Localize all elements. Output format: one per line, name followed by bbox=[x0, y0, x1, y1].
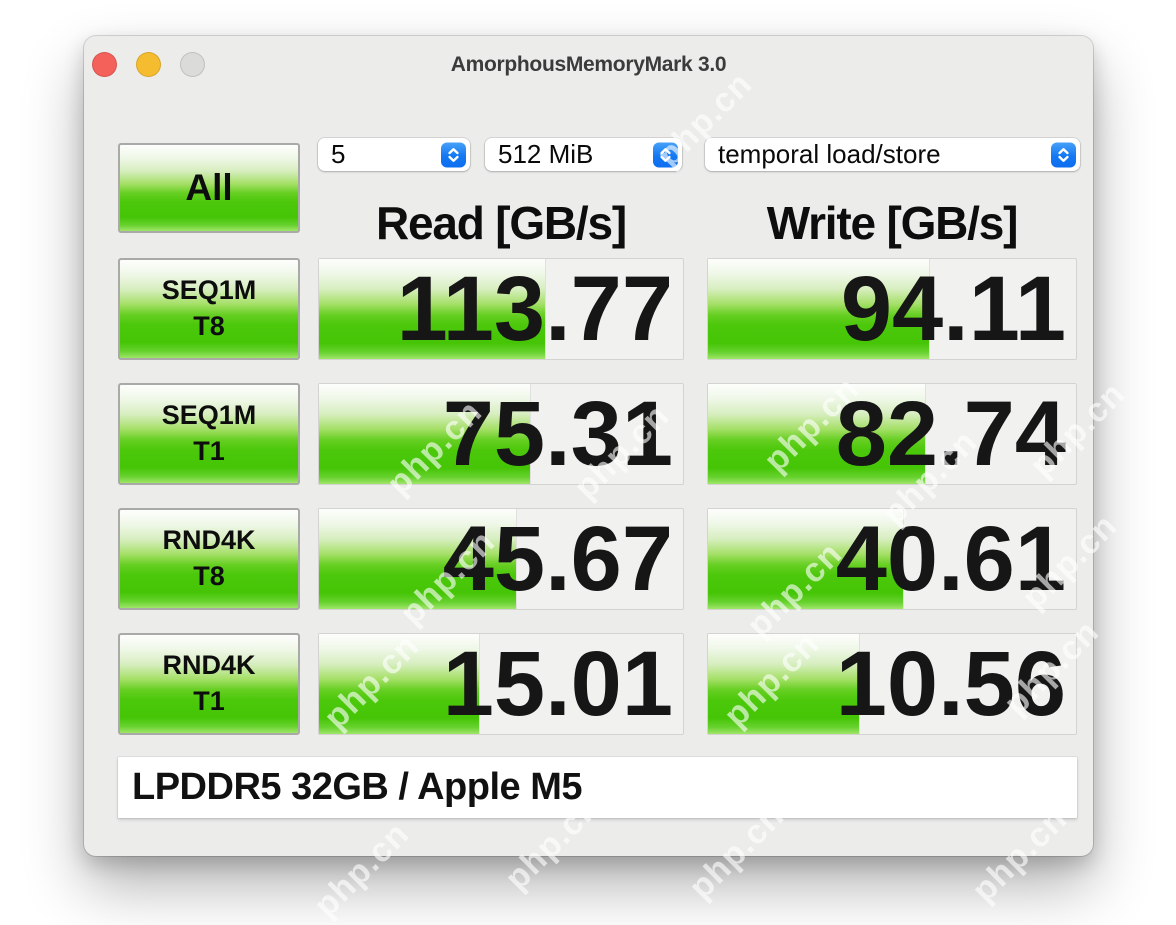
read-result-value: 45.67 bbox=[442, 507, 673, 610]
write-result-value: 10.56 bbox=[835, 632, 1066, 735]
row-thread-label: T1 bbox=[193, 686, 225, 716]
read-result-value: 75.31 bbox=[442, 382, 673, 485]
close-button-icon[interactable] bbox=[92, 52, 117, 77]
all-tests-button-label: All bbox=[185, 167, 233, 208]
write-result-fill bbox=[708, 509, 904, 609]
row-thread-label: T8 bbox=[193, 561, 225, 591]
read-result-value: 113.77 bbox=[396, 257, 673, 360]
minimize-button-icon[interactable] bbox=[136, 52, 161, 77]
row-button-seq1m-t1[interactable]: SEQ1M T1 bbox=[118, 383, 300, 485]
row-button-rnd4k-t8[interactable]: RND4K T8 bbox=[118, 508, 300, 610]
trial-count-select[interactable]: 5 bbox=[318, 138, 470, 171]
write-result-bar: 94.11 bbox=[707, 258, 1077, 360]
read-result-value: 15.01 bbox=[442, 632, 673, 735]
window-title: AmorphousMemoryMark 3.0 bbox=[450, 53, 727, 76]
read-result-fill bbox=[319, 259, 545, 359]
read-result-bar: 45.67 bbox=[318, 508, 684, 610]
write-result-bar: 82.74 bbox=[707, 383, 1077, 485]
read-result-bar: 15.01 bbox=[318, 633, 684, 735]
row-test-label: RND4K bbox=[162, 650, 256, 681]
app-window: AmorphousMemoryMark 3.0 All 5 512 MiB te… bbox=[84, 36, 1093, 856]
test-mode-select[interactable]: temporal load/store bbox=[705, 138, 1080, 171]
benchmark-row-seq1m-t8: SEQ1M T8 113.77 94.11 bbox=[84, 258, 1093, 360]
trial-count-value: 5 bbox=[331, 139, 346, 169]
write-result-fill bbox=[708, 634, 859, 734]
title-bar[interactable]: AmorphousMemoryMark 3.0 bbox=[84, 36, 1093, 94]
row-thread-label: T1 bbox=[193, 436, 225, 466]
write-column-header: Write [GB/s] bbox=[766, 197, 1019, 249]
write-result-fill bbox=[708, 384, 926, 484]
zoom-button-icon[interactable] bbox=[180, 52, 205, 77]
read-result-bar: 113.77 bbox=[318, 258, 684, 360]
write-result-value: 40.61 bbox=[835, 507, 1066, 610]
comment-field[interactable] bbox=[118, 757, 1077, 818]
write-result-bar: 10.56 bbox=[707, 633, 1077, 735]
stepper-up-down-icon bbox=[653, 142, 678, 167]
benchmark-row-rnd4k-t8: RND4K T8 45.67 40.61 bbox=[84, 508, 1093, 610]
test-mode-value: temporal load/store bbox=[718, 139, 941, 169]
row-test-label: RND4K bbox=[162, 525, 256, 556]
test-size-select[interactable]: 512 MiB bbox=[485, 138, 682, 171]
all-tests-button[interactable]: All bbox=[118, 143, 300, 233]
write-result-value: 94.11 bbox=[840, 257, 1066, 360]
stepper-up-down-icon bbox=[441, 142, 466, 167]
write-result-fill bbox=[708, 259, 929, 359]
row-test-label: SEQ1M bbox=[161, 400, 257, 431]
read-column-header: Read [GB/s] bbox=[375, 197, 627, 249]
read-result-bar: 75.31 bbox=[318, 383, 684, 485]
row-thread-label: T8 bbox=[193, 311, 225, 341]
benchmark-row-rnd4k-t1: RND4K T1 15.01 10.56 bbox=[84, 633, 1093, 735]
traffic-lights bbox=[92, 52, 205, 77]
test-size-value: 512 MiB bbox=[498, 139, 594, 169]
stepper-up-down-icon bbox=[1051, 142, 1076, 167]
write-result-bar: 40.61 bbox=[707, 508, 1077, 610]
row-button-rnd4k-t1[interactable]: RND4K T1 bbox=[118, 633, 300, 735]
benchmark-row-seq1m-t1: SEQ1M T1 75.31 82.74 bbox=[84, 383, 1093, 485]
read-result-fill bbox=[319, 509, 516, 609]
read-result-fill bbox=[319, 384, 531, 484]
row-test-label: SEQ1M bbox=[161, 275, 257, 306]
write-result-value: 82.74 bbox=[835, 382, 1066, 485]
row-button-seq1m-t8[interactable]: SEQ1M T8 bbox=[118, 258, 300, 360]
read-result-fill bbox=[319, 634, 480, 734]
